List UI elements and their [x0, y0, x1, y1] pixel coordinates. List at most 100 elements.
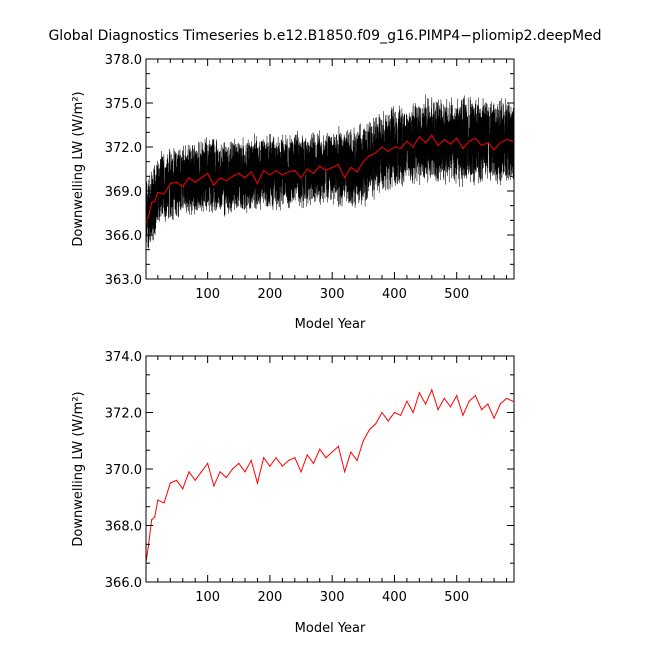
data-point — [462, 147, 464, 150]
data-point — [287, 171, 290, 173]
data-point — [505, 397, 508, 399]
data-point — [406, 400, 408, 402]
data-point — [213, 184, 215, 186]
data-point — [244, 177, 246, 179]
data-point — [487, 142, 489, 144]
data-point — [406, 140, 408, 142]
data-point — [263, 169, 265, 172]
data-point — [337, 445, 340, 447]
y-tick-label: 375.0 — [105, 97, 142, 112]
data-point — [368, 155, 371, 157]
data-point — [505, 139, 508, 141]
x-tick-label: 400 — [382, 287, 407, 302]
data-point — [512, 400, 514, 402]
data-point — [169, 482, 171, 484]
data-point — [244, 471, 246, 473]
data-point — [431, 134, 433, 136]
data-point — [194, 181, 196, 183]
data-point — [219, 471, 221, 473]
data-point — [418, 136, 420, 138]
bottom-y-axis-label: Downwelling LW (W/m²) — [71, 391, 86, 546]
data-point — [151, 202, 153, 204]
data-point — [375, 423, 377, 425]
x-tick-label: 300 — [320, 590, 345, 605]
data-point — [294, 169, 296, 172]
data-point — [275, 457, 277, 459]
data-point — [493, 149, 495, 151]
data-point — [281, 174, 283, 176]
data-point — [400, 147, 402, 150]
data-point — [147, 544, 150, 546]
data-point — [499, 403, 501, 405]
data-point — [325, 169, 327, 172]
data-point — [337, 164, 340, 166]
data-point — [200, 471, 203, 473]
data-point — [169, 183, 171, 185]
data-point — [350, 166, 352, 169]
data-point — [481, 144, 483, 147]
data-point — [387, 420, 389, 422]
y-tick-label: 369.0 — [105, 185, 142, 200]
data-point — [362, 161, 364, 163]
bottom-chart-panel: Downwelling LW (W/m²) Model Year 100 200 3… — [71, 350, 515, 636]
data-point — [412, 146, 414, 148]
data-point — [443, 139, 445, 141]
data-point — [200, 177, 203, 179]
y-tick-label: 368.0 — [105, 520, 142, 535]
y-tick-label: 374.0 — [105, 350, 142, 365]
x-tick-label: 100 — [195, 590, 220, 605]
data-point — [400, 414, 402, 416]
y-tick-label: 378.0 — [105, 53, 142, 68]
data-point — [300, 471, 302, 473]
data-point — [269, 174, 271, 176]
y-tick-label: 370.0 — [105, 463, 142, 478]
data-point — [219, 177, 221, 179]
data-point — [238, 462, 240, 464]
series-line-annual-mean — [146, 388, 513, 563]
data-point — [424, 403, 427, 405]
series-line-annual-mean — [146, 134, 513, 225]
x-tick-label: 100 — [195, 287, 220, 302]
data-point — [474, 137, 476, 139]
data-point — [499, 142, 501, 144]
data-point — [157, 499, 159, 501]
data-point — [362, 440, 364, 442]
top-y-axis-label: Downwelling LW (W/m²) — [71, 91, 86, 246]
data-point — [188, 471, 190, 473]
data-point — [207, 462, 209, 464]
data-point — [175, 181, 178, 183]
data-point — [493, 417, 495, 419]
data-point — [306, 168, 308, 170]
y-tick-label: 363.0 — [105, 273, 142, 288]
data-point — [213, 485, 215, 487]
data-point — [468, 400, 470, 402]
data-point — [487, 403, 489, 405]
data-point — [325, 457, 327, 459]
x-tick-label: 500 — [444, 590, 469, 605]
series-line-monthly — [146, 94, 514, 249]
data-point — [147, 215, 150, 217]
data-point — [319, 165, 321, 167]
data-point — [256, 482, 259, 484]
data-point — [294, 457, 296, 459]
data-point — [225, 180, 227, 182]
data-point — [287, 459, 290, 462]
y-tick-label: 366.0 — [105, 229, 142, 244]
data-point — [393, 146, 396, 148]
y-tick-label: 372.0 — [105, 141, 142, 156]
data-point — [375, 152, 377, 154]
data-point — [231, 468, 234, 470]
bottom-x-axis-label: Model Year — [295, 621, 366, 636]
data-point — [154, 516, 156, 518]
data-point — [344, 177, 346, 179]
top-chart-panel: Downwelling LW (W/m²) Model Year 100 200 3… — [71, 53, 515, 332]
data-point — [481, 409, 483, 411]
data-point — [344, 471, 346, 473]
data-point — [412, 411, 414, 414]
x-tick-label: 200 — [257, 590, 282, 605]
data-point — [437, 409, 439, 411]
data-point — [157, 191, 159, 194]
data-point — [462, 414, 464, 416]
data-point — [356, 459, 358, 462]
